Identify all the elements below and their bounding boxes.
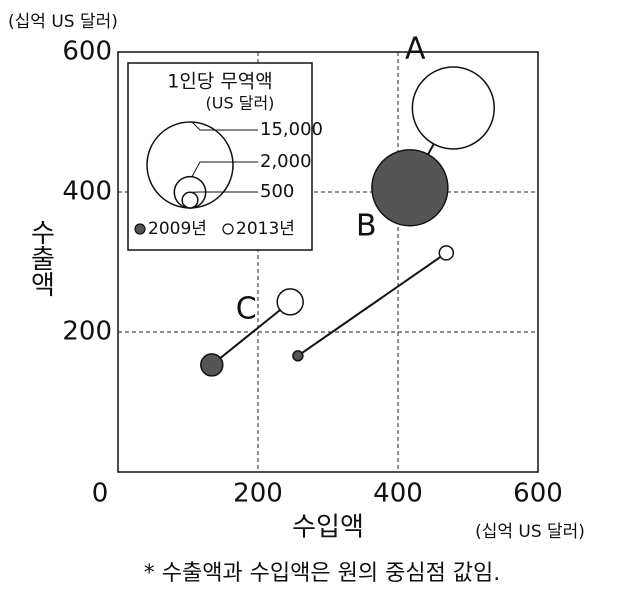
legend-marker (222, 223, 234, 235)
x-tick-label: 200 (233, 479, 283, 509)
legend-subtitle: (US 달러) (206, 94, 275, 113)
x-axis-label: 수입액 (292, 513, 364, 543)
point-label: A (405, 32, 426, 67)
y-unit: (십억 US 달러) (8, 12, 118, 32)
y-tick-label: 400 (62, 177, 112, 207)
legend-leader (191, 161, 258, 177)
footnote: * 수출액과 수입액은 원의 중심점 값임. (144, 561, 501, 586)
legend-title: 1인당 무역액 (167, 71, 273, 93)
legend-size-label: 500 (260, 181, 294, 202)
bubble (292, 350, 304, 362)
bubble (276, 288, 304, 316)
legend-size-label: 2,000 (260, 151, 312, 172)
legend-leader (191, 121, 258, 131)
y-tick-label: 600 (62, 37, 112, 67)
bubble (438, 245, 455, 261)
legend-label: 2009년 (148, 219, 207, 239)
x-unit: (십억 US 달러) (475, 522, 585, 542)
y-axis-label: 수출액 (26, 219, 56, 297)
legend-size-circle (181, 191, 199, 209)
point-label: B (356, 208, 377, 243)
connector (297, 252, 447, 357)
bubble (411, 66, 495, 150)
point-label: C (236, 291, 257, 326)
legend-marker (134, 223, 146, 235)
legend-label: 2013년 (236, 219, 295, 239)
x-tick-label: 0 (92, 479, 109, 509)
plot-frame (117, 51, 539, 473)
x-tick-label: 600 (513, 479, 563, 509)
bubble (371, 149, 449, 227)
x-tick-label: 400 (373, 479, 423, 509)
legend-size-label: 15,000 (260, 119, 323, 140)
y-tick-label: 200 (62, 317, 112, 347)
bubble (200, 353, 224, 377)
connector (211, 301, 291, 366)
